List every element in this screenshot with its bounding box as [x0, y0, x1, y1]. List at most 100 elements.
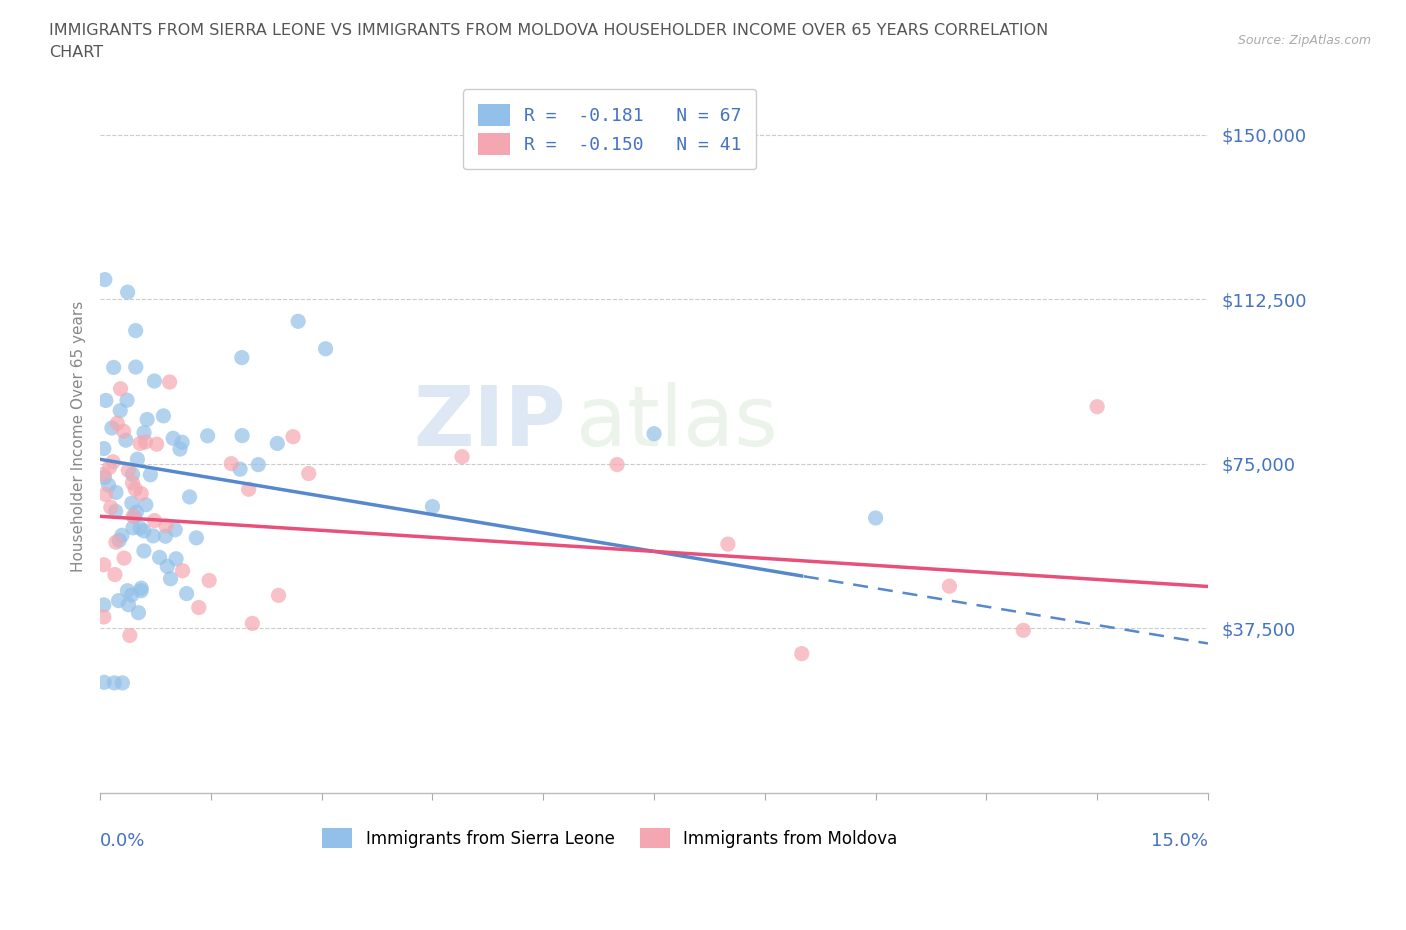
Point: [231, 351, 253, 365]
Point: [129, 521, 152, 536]
Point: [101, 420, 124, 435]
Point: [104, 485, 127, 499]
Point: [156, 559, 179, 574]
Point: [132, 524, 155, 538]
Point: [422, 499, 444, 514]
Point: [129, 580, 152, 595]
Point: [169, 442, 191, 457]
Point: [186, 530, 208, 545]
Point: [112, 424, 135, 439]
Point: [148, 550, 170, 565]
Point: [112, 551, 135, 565]
Point: [125, 323, 148, 338]
Point: [187, 600, 209, 615]
Point: [1012, 623, 1035, 638]
Point: [111, 675, 134, 690]
Point: [155, 518, 177, 533]
Point: [179, 489, 201, 504]
Point: [129, 486, 152, 501]
Point: [247, 458, 270, 472]
Point: [94, 393, 117, 408]
Point: [117, 463, 139, 478]
Point: [118, 628, 141, 643]
Point: [267, 588, 290, 603]
Point: [152, 408, 174, 423]
Point: [122, 509, 145, 524]
Point: [121, 475, 143, 490]
Point: [155, 529, 177, 544]
Point: [110, 381, 132, 396]
Text: 15.0%: 15.0%: [1152, 831, 1208, 850]
Point: [104, 567, 127, 582]
Point: [121, 588, 143, 603]
Legend: Immigrants from Sierra Leone, Immigrants from Moldova: Immigrants from Sierra Leone, Immigrants…: [322, 828, 897, 848]
Point: [117, 285, 139, 299]
Point: [281, 430, 304, 445]
Point: [121, 496, 143, 511]
Point: [298, 466, 321, 481]
Point: [103, 360, 125, 375]
Point: [143, 513, 166, 528]
Point: [117, 597, 139, 612]
Point: [122, 509, 145, 524]
Point: [159, 571, 181, 586]
Point: [115, 392, 138, 407]
Point: [103, 675, 125, 690]
Point: [315, 341, 337, 356]
Point: [93, 597, 115, 612]
Point: [790, 646, 813, 661]
Point: [717, 537, 740, 551]
Point: [124, 482, 146, 497]
Point: [115, 432, 138, 447]
Point: [643, 426, 665, 441]
Point: [159, 375, 181, 390]
Point: [172, 435, 194, 450]
Point: [165, 551, 187, 566]
Point: [162, 431, 184, 445]
Point: [606, 458, 628, 472]
Point: [451, 449, 474, 464]
Point: [108, 404, 131, 418]
Text: 0.0%: 0.0%: [100, 831, 145, 850]
Point: [97, 478, 120, 493]
Point: [121, 467, 143, 482]
Point: [165, 523, 187, 538]
Point: [136, 412, 159, 427]
Point: [93, 609, 115, 624]
Y-axis label: Householder Income Over 65 years: Householder Income Over 65 years: [72, 300, 86, 572]
Text: atlas: atlas: [576, 381, 779, 462]
Point: [111, 528, 134, 543]
Point: [229, 461, 252, 476]
Text: IMMIGRANTS FROM SIERRA LEONE VS IMMIGRANTS FROM MOLDOVA HOUSEHOLDER INCOME OVER : IMMIGRANTS FROM SIERRA LEONE VS IMMIGRAN…: [49, 23, 1049, 38]
Point: [125, 505, 148, 520]
Point: [93, 675, 115, 690]
Text: ZIP: ZIP: [413, 381, 565, 462]
Point: [134, 434, 156, 449]
Point: [287, 313, 309, 328]
Point: [132, 425, 155, 440]
Point: [172, 564, 194, 578]
Point: [101, 455, 124, 470]
Point: [93, 557, 115, 572]
Point: [145, 437, 167, 452]
Point: [231, 428, 253, 443]
Point: [139, 468, 162, 483]
Point: [865, 511, 887, 525]
Point: [132, 543, 155, 558]
Point: [127, 452, 149, 467]
Point: [100, 499, 122, 514]
Point: [93, 441, 115, 456]
Point: [94, 487, 117, 502]
Point: [1085, 399, 1108, 414]
Point: [107, 593, 129, 608]
Point: [266, 436, 288, 451]
Point: [127, 605, 149, 620]
Text: Source: ZipAtlas.com: Source: ZipAtlas.com: [1237, 34, 1371, 47]
Point: [238, 482, 260, 497]
Point: [105, 416, 128, 431]
Point: [143, 374, 166, 389]
Point: [122, 521, 145, 536]
Point: [129, 436, 152, 451]
Point: [198, 573, 221, 588]
Point: [108, 533, 131, 548]
